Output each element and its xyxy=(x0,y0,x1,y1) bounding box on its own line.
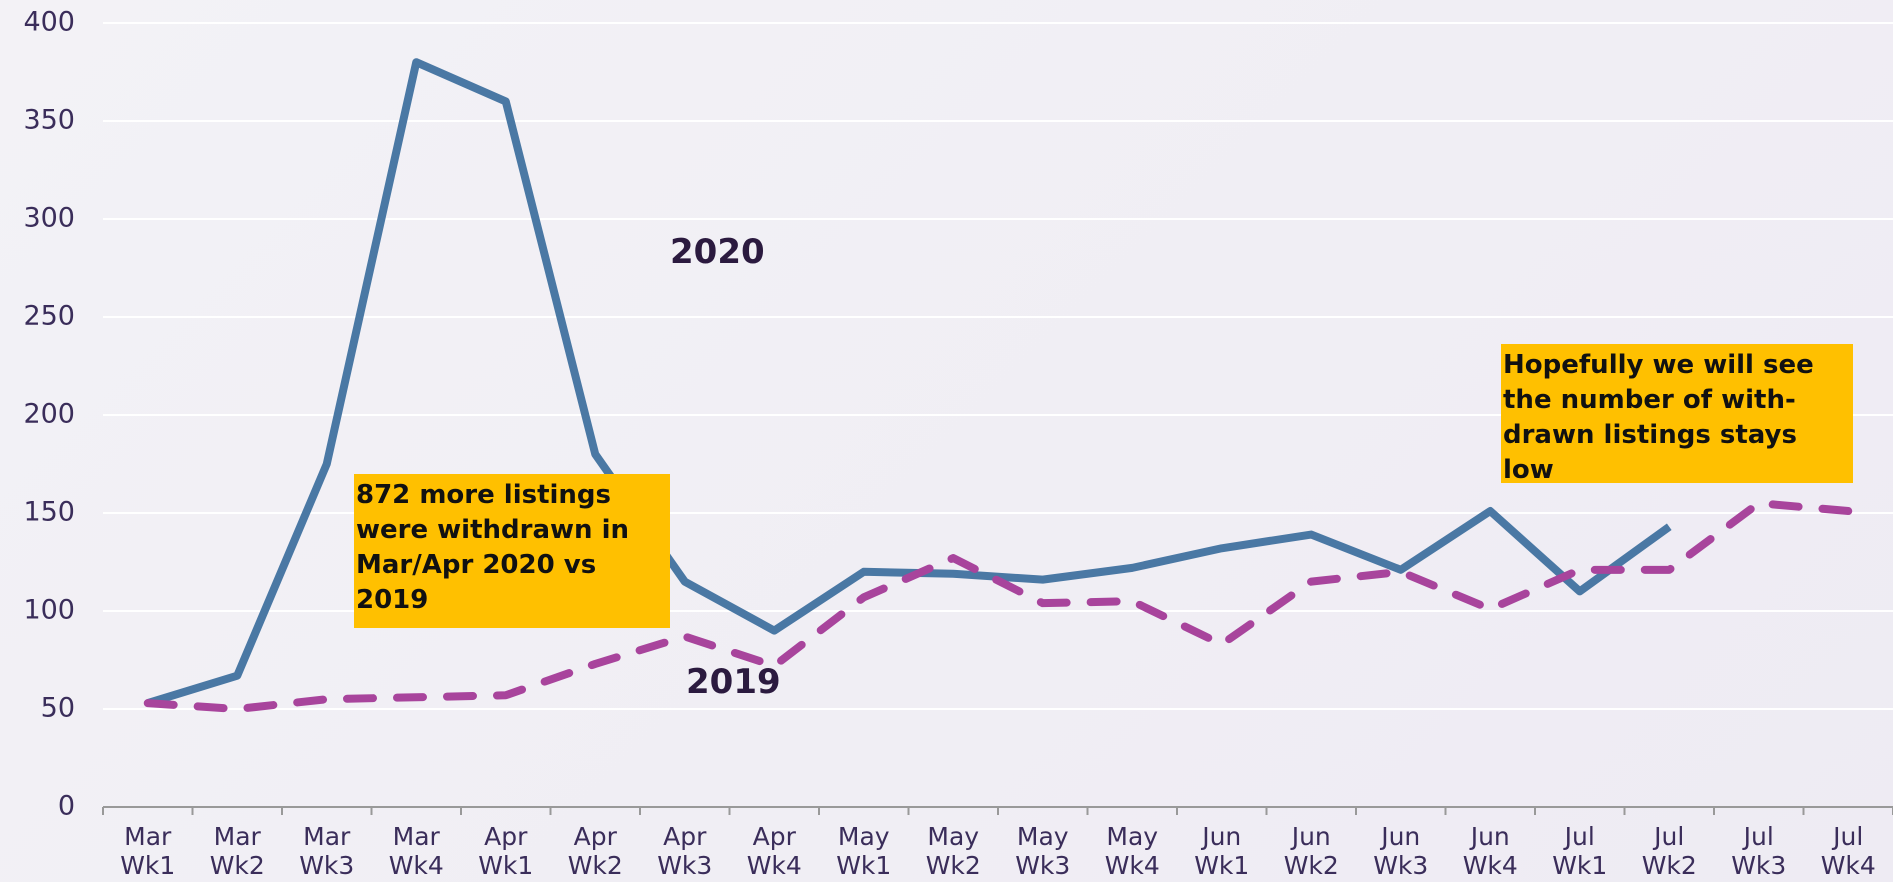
x-tick-label: Mar Wk1 xyxy=(120,822,176,880)
x-tick-label: Mar Wk4 xyxy=(388,822,444,880)
x-tick-label: May Wk4 xyxy=(1104,822,1160,880)
x-tick-label: May Wk3 xyxy=(1015,822,1071,880)
y-tick-label: 50 xyxy=(41,693,75,724)
x-tick-label: Mar Wk2 xyxy=(209,822,265,880)
annotation: 872 more listings were withdrawn in Mar/… xyxy=(354,474,670,628)
series-line xyxy=(143,499,1853,713)
x-tick-label: Jun Wk4 xyxy=(1462,822,1518,880)
x-tick-label: Jul Wk2 xyxy=(1641,822,1697,880)
y-tick-label: 250 xyxy=(23,301,75,332)
y-tick-label: 100 xyxy=(23,595,75,626)
x-tick-label: May Wk2 xyxy=(925,822,981,880)
x-tick-label: Apr Wk3 xyxy=(657,822,713,880)
y-tick-label: 0 xyxy=(58,791,75,822)
annotation: Hopefully we will see the number of with… xyxy=(1501,344,1853,485)
x-tick-label: Jun Wk3 xyxy=(1373,822,1429,880)
x-tick-label: Apr Wk2 xyxy=(567,822,623,880)
x-tick-label: Jun Wk2 xyxy=(1283,822,1339,880)
x-tick-label: Jul Wk1 xyxy=(1552,822,1608,880)
x-tick-label: May Wk1 xyxy=(836,822,892,880)
series-line xyxy=(146,58,1672,707)
x-tick-label: Jul Wk3 xyxy=(1731,822,1787,880)
series-label: 2020 xyxy=(670,232,765,272)
y-tick-label: 350 xyxy=(23,105,75,136)
y-tick-label: 400 xyxy=(23,7,75,38)
x-tick-label: Mar Wk3 xyxy=(299,822,355,880)
x-tick-label: Apr Wk1 xyxy=(478,822,534,880)
y-tick-label: 300 xyxy=(23,203,75,234)
x-tick-label: Jun Wk1 xyxy=(1194,822,1250,880)
series-label: 2019 xyxy=(686,662,781,702)
x-tick-label: Apr Wk4 xyxy=(746,822,802,880)
x-tick-label: Jul Wk4 xyxy=(1820,822,1876,880)
y-tick-label: 150 xyxy=(23,497,75,528)
y-tick-label: 200 xyxy=(23,399,75,430)
